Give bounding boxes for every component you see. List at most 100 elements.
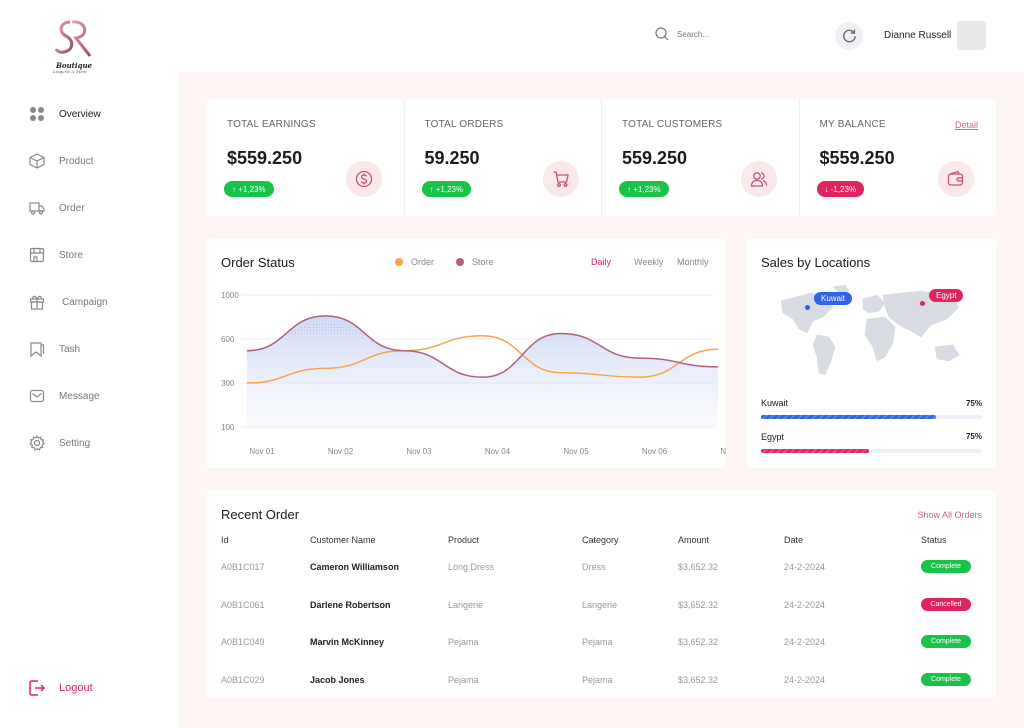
stat-value: $559.250 xyxy=(819,148,895,168)
cell-product: Long Dress xyxy=(448,562,495,572)
column-header-product[interactable]: Product xyxy=(448,535,480,545)
sidebar-item-label: Store xyxy=(59,249,83,261)
progress-fill xyxy=(761,449,870,453)
cell-amount: $3,652.32 xyxy=(678,637,719,647)
sidebar-item-setting[interactable]: Setting xyxy=(28,433,90,453)
map-pin-kuwait[interactable]: Kuwait xyxy=(814,292,853,305)
bookmark-icon xyxy=(28,340,46,358)
column-header-amount[interactable]: Amount xyxy=(678,535,710,545)
search-input[interactable] xyxy=(677,29,797,39)
detail-link[interactable]: Detail xyxy=(954,120,978,130)
stat-value: 559.250 xyxy=(622,148,688,168)
series-line-order xyxy=(246,334,719,384)
stat-value: 59.250 xyxy=(424,148,480,168)
refresh-icon xyxy=(843,29,856,43)
stat-card-total-earnings: TOTAL EARNINGS $559.250 ↑ +1,23% xyxy=(207,99,405,216)
refresh-button[interactable] xyxy=(835,22,863,50)
location-percent: 75% xyxy=(965,399,982,408)
status-badge: Complete xyxy=(921,560,971,573)
sidebar-item-message[interactable]: Message xyxy=(28,386,100,406)
cell-date: 24-2-2024 xyxy=(784,674,826,685)
tab-monthly[interactable]: Monthly xyxy=(677,257,709,267)
legend-label: Order xyxy=(411,257,435,267)
status-badge: Complete xyxy=(921,672,971,686)
tab-weekly[interactable]: Weekly xyxy=(634,257,664,267)
column-header-status[interactable]: Status xyxy=(921,535,947,545)
cell-id: A0B1C017 xyxy=(221,562,265,572)
cell-id: A0B1C029 xyxy=(221,674,265,685)
y-tick-label: 600 xyxy=(221,335,235,344)
sidebar-item-label: Campaign xyxy=(62,296,108,308)
column-header-date[interactable]: Date xyxy=(784,535,804,545)
sidebar-item-store[interactable]: Store xyxy=(28,245,83,265)
store-icon xyxy=(28,246,46,264)
logout-button[interactable]: Logout xyxy=(28,678,93,698)
sidebar-item-order[interactable]: Order xyxy=(28,198,85,218)
legend-label: Store xyxy=(472,257,494,267)
column-header-id[interactable]: Id xyxy=(221,535,229,545)
status-badge: Cancelled xyxy=(921,597,971,611)
stat-value: $559.250 xyxy=(227,148,303,168)
sidebar-item-overview[interactable]: Overview xyxy=(28,104,101,124)
mail-icon xyxy=(28,387,46,405)
y-tick-label: 100 xyxy=(221,423,235,432)
trend-badge: ↓ -1,23% xyxy=(816,181,865,197)
sales-by-locations-card: Sales by Locations Kuwait Egypt Kuwait 7… xyxy=(747,239,996,468)
stat-title: TOTAL ORDERS xyxy=(424,119,504,130)
cell-date: 24-2-2024 xyxy=(784,562,826,572)
stats-row: TOTAL EARNINGS $559.250 ↑ +1,23% TOTAL O… xyxy=(207,99,996,216)
sidebar-item-product[interactable]: Product xyxy=(28,151,93,171)
legend-dot xyxy=(456,258,464,266)
cell-id: A0B1C049 xyxy=(221,637,265,647)
status-badge: Complete xyxy=(921,635,971,648)
cell-amount: $3,652.32 xyxy=(678,674,719,685)
user-name[interactable]: Dianne Russell xyxy=(884,30,952,41)
column-header-customer-name[interactable]: Customer Name xyxy=(310,535,376,545)
stat-title: TOTAL EARNINGS xyxy=(227,119,316,130)
top-header xyxy=(179,0,1024,72)
tab-daily[interactable]: Daily xyxy=(591,257,612,267)
x-tick-label: Nov 01 xyxy=(249,447,275,456)
sidebar-item-label: Tash xyxy=(59,343,81,355)
store-peak-highlight xyxy=(285,322,366,334)
sidebar-item-label: Order xyxy=(59,202,85,214)
section-title: Order Status xyxy=(221,255,295,270)
sidebar-item-campaign[interactable]: Campaign xyxy=(28,292,108,312)
sidebar-item-label: Overview xyxy=(59,108,101,120)
cell-amount: $3,652.32 xyxy=(678,599,719,610)
logout-icon xyxy=(28,679,46,697)
section-title: Sales by Locations xyxy=(761,255,871,270)
world-map xyxy=(780,284,960,376)
map-pin-egypt[interactable]: Egypt xyxy=(929,289,964,302)
show-all-orders-link[interactable]: Show All Orders xyxy=(917,510,982,520)
x-tick-label: Nov 06 xyxy=(642,447,668,456)
sidebar-item-label: Product xyxy=(59,155,94,167)
stat-card-total-customers: TOTAL CUSTOMERS 559.250 ↑ +1,23% xyxy=(602,99,800,216)
cell-name: Marvin McKinney xyxy=(310,637,385,647)
trend-badge: ↑ +1,23% xyxy=(619,181,669,197)
store-area xyxy=(247,315,718,429)
avatar[interactable] xyxy=(957,21,986,50)
trend-badge: ↑ +1,23% xyxy=(224,181,274,197)
location-marker xyxy=(805,305,810,310)
sidebar-item-tash[interactable]: Tash xyxy=(28,339,80,359)
progress-fill xyxy=(761,415,936,419)
location-name: Egypt xyxy=(761,432,785,442)
location-progress xyxy=(761,449,982,453)
box-icon xyxy=(28,152,46,170)
column-header-category[interactable]: Category xyxy=(582,535,619,545)
truck-icon xyxy=(28,199,46,217)
cell-id: A0B1C061 xyxy=(221,599,265,610)
cart-icon xyxy=(543,161,579,197)
search-bar[interactable] xyxy=(655,27,797,41)
x-tick-label: Nov 07 xyxy=(720,447,726,456)
recent-order-card: Recent Order Show All Orders Id Customer… xyxy=(207,490,996,698)
cell-date: 24-2-2024 xyxy=(784,599,826,610)
logout-label: Logout xyxy=(59,682,93,694)
gear-icon xyxy=(28,434,46,452)
grid-icon xyxy=(28,105,46,123)
sidebar-item-label: Setting xyxy=(59,437,91,449)
order-status-card: Order Status Order Store Daily Weekly Mo… xyxy=(207,239,726,468)
cell-name: Darlene Robertson xyxy=(310,599,391,610)
sidebar: Boutique Lingerie & More Overview Produc… xyxy=(0,0,179,728)
